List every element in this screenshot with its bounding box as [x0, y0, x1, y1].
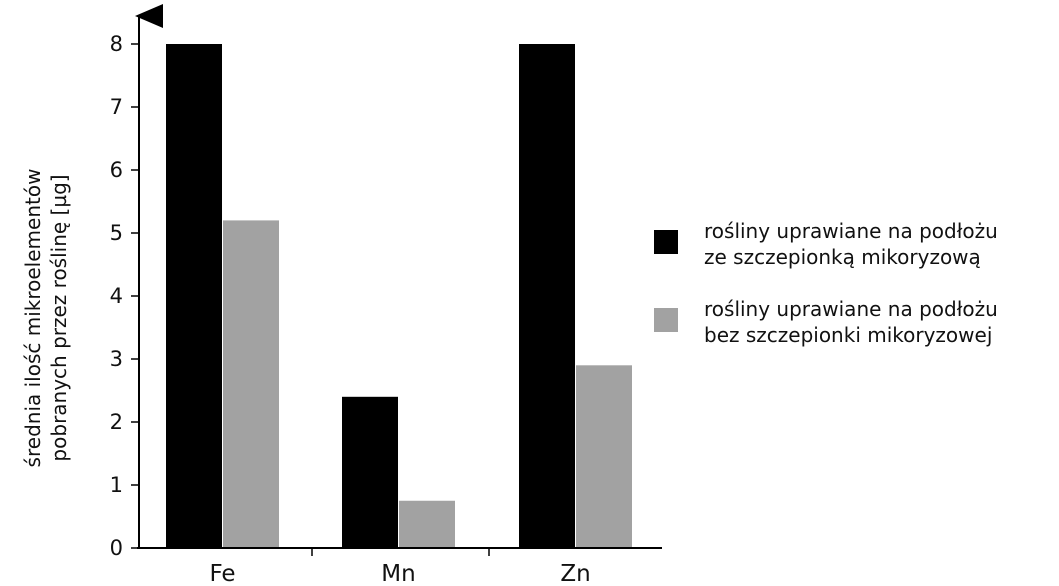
- y-ticks-layer: 0 1 2 3 4 5 6 7 8: [110, 32, 139, 560]
- legend-swatch-gray: [654, 308, 678, 332]
- x-category-label-mn: Mn: [381, 561, 415, 586]
- y-tick-label: 8: [110, 32, 123, 56]
- y-tick-label: 1: [110, 473, 123, 497]
- bar-fe-series-1: [166, 44, 222, 548]
- bar-mn-series-1: [342, 396, 398, 548]
- bar-zn-series-2: [576, 365, 632, 548]
- legend-label-line-1: rośliny uprawiane na podłożu: [704, 219, 998, 243]
- y-tick-label: 5: [110, 221, 123, 245]
- legend-item-with-inoculum: rośliny uprawiane na podłożu ze szczepio…: [654, 218, 1054, 270]
- y-tick-label: 0: [110, 536, 123, 560]
- y-tick-label: 3: [110, 347, 123, 371]
- x-categories-layer: Fe Mn Zn: [209, 548, 591, 586]
- legend: rośliny uprawiane na podłożu ze szczepio…: [654, 218, 1054, 374]
- legend-label-line-1: rośliny uprawiane na podłożu: [704, 297, 998, 321]
- x-category-label-zn: Zn: [560, 561, 590, 586]
- y-axis-label-line-1: średnia ilość mikroelementów: [21, 169, 45, 468]
- legend-swatch-black: [654, 230, 678, 254]
- legend-item-without-inoculum: rośliny uprawiane na podłożu bez szczepi…: [654, 296, 1054, 348]
- legend-label: rośliny uprawiane na podłożu bez szczepi…: [704, 296, 998, 348]
- y-tick-label: 4: [110, 284, 123, 308]
- legend-label-line-2: bez szczepionki mikoryzowej: [704, 323, 993, 347]
- y-axis-label-line-2: pobranych przez roślinę [µg]: [47, 174, 71, 461]
- legend-label-line-2: ze szczepionką mikoryzową: [704, 245, 981, 269]
- bar-zn-series-1: [519, 44, 575, 548]
- y-tick-label: 7: [110, 95, 123, 119]
- x-category-label-fe: Fe: [209, 561, 235, 586]
- bar-mn-series-2: [399, 500, 455, 548]
- bar-fe-series-2: [223, 220, 279, 548]
- bars-layer: [166, 44, 632, 548]
- y-tick-label: 2: [110, 410, 123, 434]
- legend-label: rośliny uprawiane na podłożu ze szczepio…: [704, 218, 998, 270]
- y-tick-label: 6: [110, 158, 123, 182]
